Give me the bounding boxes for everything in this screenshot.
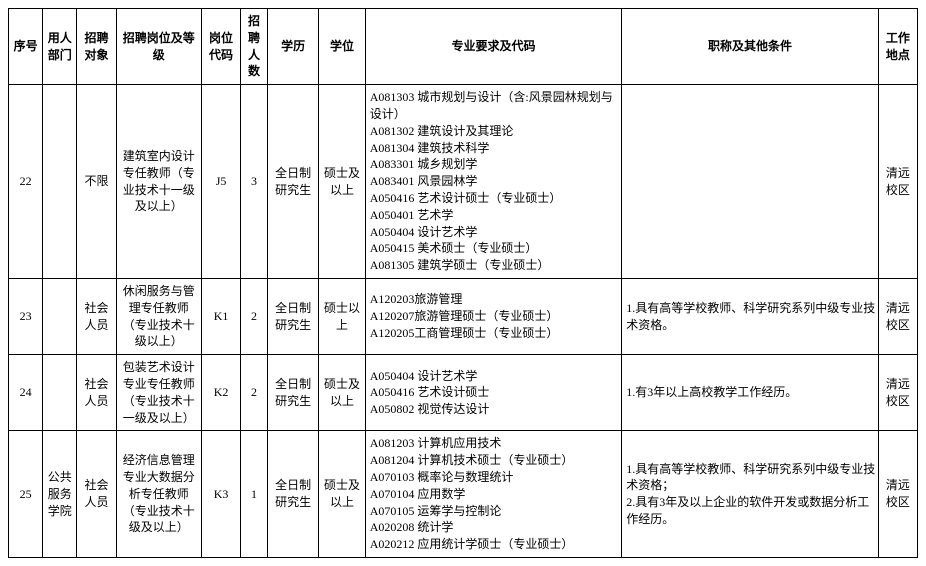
cell-num: 2: [241, 355, 268, 431]
header-maj: 专业要求及代码: [365, 9, 622, 85]
cell-seq: 23: [9, 278, 43, 354]
cell-deg: 硕士及以上: [319, 431, 365, 558]
cell-code: K2: [202, 355, 241, 431]
cell-num: 1: [241, 431, 268, 558]
cell-other: 1.具有高等学校教师、科学研究系列中级专业技术资格。: [622, 278, 879, 354]
cell-dept: [43, 355, 77, 431]
cell-code: K3: [202, 431, 241, 558]
cell-maj: A081203 计算机应用技术A081204 计算机技术硕士（专业硕士）A070…: [365, 431, 622, 558]
table-row: 24 社会人员 包装艺术设计专业专任教师（专业技术十一级及以上） K2 2 全日…: [9, 355, 918, 431]
cell-seq: 25: [9, 431, 43, 558]
cell-maj: A081303 城市规划与设计（含:风景园林规划与设计）A081302 建筑设计…: [365, 85, 622, 279]
cell-loc: 清远校区: [878, 278, 917, 354]
header-pos: 招聘岗位及等级: [116, 9, 202, 85]
table-body: 22 不限 建筑室内设计专任教师（专业技术十一级及以上） J5 3 全日制研究生…: [9, 85, 918, 558]
table-row: 25 公共服务学院 社会人员 经济信息管理专业大数据分析专任教师（专业技术十级及…: [9, 431, 918, 558]
cell-edu: 全日制研究生: [267, 355, 318, 431]
cell-obj: 社会人员: [77, 355, 116, 431]
header-row: 序号 用人部门 招聘对象 招聘岗位及等级 岗位代码 招聘人数 学历 学位 专业要…: [9, 9, 918, 85]
cell-deg: 硕士以上: [319, 278, 365, 354]
table-row: 23 社会人员 休闲服务与管理专任教师（专业技术十级以上） K1 2 全日制研究…: [9, 278, 918, 354]
cell-pos: 休闲服务与管理专任教师（专业技术十级以上）: [116, 278, 202, 354]
cell-obj: 社会人员: [77, 278, 116, 354]
cell-dept: 公共服务学院: [43, 431, 77, 558]
cell-edu: 全日制研究生: [267, 278, 318, 354]
cell-edu: 全日制研究生: [267, 85, 318, 279]
cell-code: J5: [202, 85, 241, 279]
cell-other: 1.有3年以上高校教学工作经历。: [622, 355, 879, 431]
cell-code: K1: [202, 278, 241, 354]
cell-num: 2: [241, 278, 268, 354]
cell-edu: 全日制研究生: [267, 431, 318, 558]
header-code: 岗位代码: [202, 9, 241, 85]
cell-maj: A120203旅游管理A120207旅游管理硕士（专业硕士）A120205工商管…: [365, 278, 622, 354]
cell-seq: 24: [9, 355, 43, 431]
header-num: 招聘人数: [241, 9, 268, 85]
cell-deg: 硕士及以上: [319, 85, 365, 279]
header-deg: 学位: [319, 9, 365, 85]
header-loc: 工作地点: [878, 9, 917, 85]
header-dept: 用人部门: [43, 9, 77, 85]
cell-other: 1.具有高等学校教师、科学研究系列中级专业技术资格；2.具有3年及以上企业的软件…: [622, 431, 879, 558]
recruitment-table: 序号 用人部门 招聘对象 招聘岗位及等级 岗位代码 招聘人数 学历 学位 专业要…: [8, 8, 918, 558]
cell-loc: 清远校区: [878, 431, 917, 558]
cell-other: [622, 85, 879, 279]
table-row: 22 不限 建筑室内设计专任教师（专业技术十一级及以上） J5 3 全日制研究生…: [9, 85, 918, 279]
cell-dept: [43, 278, 77, 354]
header-other: 职称及其他条件: [622, 9, 879, 85]
header-seq: 序号: [9, 9, 43, 85]
cell-seq: 22: [9, 85, 43, 279]
cell-pos: 经济信息管理专业大数据分析专任教师（专业技术十级及以上）: [116, 431, 202, 558]
cell-dept: [43, 85, 77, 279]
cell-obj: 不限: [77, 85, 116, 279]
cell-maj: A050404 设计艺术学A050416 艺术设计硕士A050802 视觉传达设…: [365, 355, 622, 431]
cell-loc: 清远校区: [878, 355, 917, 431]
header-obj: 招聘对象: [77, 9, 116, 85]
cell-loc: 清远校区: [878, 85, 917, 279]
cell-pos: 包装艺术设计专业专任教师（专业技术十一级及以上）: [116, 355, 202, 431]
cell-obj: 社会人员: [77, 431, 116, 558]
cell-deg: 硕士及以上: [319, 355, 365, 431]
cell-num: 3: [241, 85, 268, 279]
cell-pos: 建筑室内设计专任教师（专业技术十一级及以上）: [116, 85, 202, 279]
header-edu: 学历: [267, 9, 318, 85]
